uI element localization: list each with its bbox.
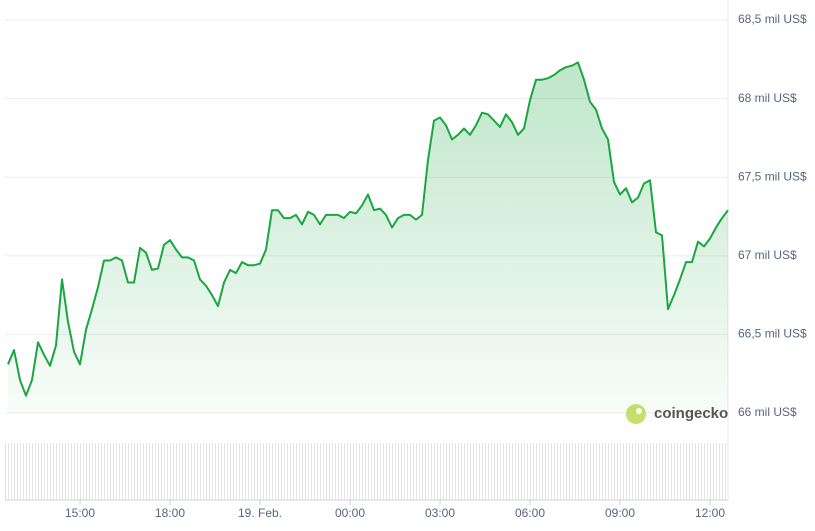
y-tick-label: 66 mil US$: [738, 405, 797, 419]
x-tick-label: 19. Feb.: [238, 506, 282, 520]
x-tick-label: 03:00: [425, 506, 455, 520]
area-fill: [8, 62, 728, 414]
price-line: [7, 61, 729, 397]
y-tick-label: 67,5 mil US$: [738, 169, 807, 183]
volume-bars: [5, 443, 727, 500]
x-tick-label: 15:00: [65, 506, 95, 520]
y-tick-label: 68,5 mil US$: [738, 12, 807, 26]
x-tick-label: 00:00: [335, 506, 365, 520]
y-tick-label: 68 mil US$: [738, 91, 797, 105]
x-tick-label: 12:00: [695, 506, 725, 520]
x-tick-label: 06:00: [515, 506, 545, 520]
y-tick-label: 66,5 mil US$: [738, 327, 807, 341]
x-tick-label: 09:00: [605, 506, 635, 520]
y-tick-label: 67 mil US$: [738, 248, 797, 262]
x-tick-label: 18:00: [155, 506, 185, 520]
